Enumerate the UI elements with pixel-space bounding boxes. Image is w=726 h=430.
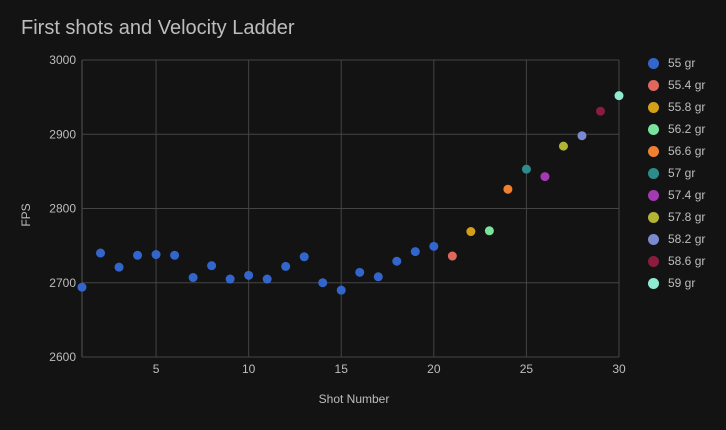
grid [81,59,620,358]
data-point [299,252,309,262]
legend: 55 gr 55.4 gr 55.8 gr 56.2 gr 56.6 gr 57 gr 57… [648,52,705,294]
y-tick-label: 2800 [49,202,76,216]
legend-item[interactable]: 57.8 gr [648,206,705,228]
legend-swatch [648,145,659,157]
legend-label: 57.8 gr [668,210,706,224]
x-tick-label: 30 [612,362,626,376]
legend-swatch [648,167,659,179]
data-point [336,285,346,295]
legend-item[interactable]: 57 gr [648,162,705,184]
legend-swatch [648,189,659,201]
data-point [595,106,605,116]
chart-title: First shots and Velocity Ladder [21,17,295,39]
legend-item[interactable]: 56.2 gr [648,118,705,140]
legend-swatch [648,233,659,245]
data-point [614,91,624,101]
x-axis-label: Shot Number [319,392,390,406]
legend-label: 58.2 gr [668,232,706,246]
tick-labels: 2600 2700 2800 2900 3000 5 10 15 20 25 30 [49,53,626,376]
data-point [410,247,420,257]
data-point [114,262,124,272]
x-tick-label: 10 [242,362,256,376]
data-points [77,91,624,295]
legend-swatch [648,101,659,113]
data-point [429,241,439,251]
x-tick-label: 15 [335,362,349,376]
legend-label: 57 gr [668,166,696,180]
data-point [281,261,291,271]
x-tick-label: 25 [520,362,534,376]
data-point [373,272,383,282]
data-point [207,261,217,271]
data-point [318,278,328,288]
data-point [77,282,87,292]
legend-item[interactable]: 58.6 gr [648,250,705,272]
legend-label: 57.4 gr [668,188,706,202]
legend-item[interactable]: 55.4 gr [648,74,705,96]
legend-label: 55.8 gr [668,100,706,114]
legend-swatch [648,123,659,135]
legend-swatch [648,57,659,69]
y-tick-label: 2900 [49,127,76,141]
legend-item[interactable]: 56.6 gr [648,140,705,162]
data-point [133,250,143,260]
data-point [503,184,513,194]
data-point [484,226,494,236]
x-tick-label: 5 [153,362,160,376]
legend-label: 56.2 gr [668,122,706,136]
x-tick-label: 20 [427,362,441,376]
data-point [355,267,365,277]
legend-item[interactable]: 59 gr [648,272,705,294]
legend-label: 55.4 gr [668,78,706,92]
legend-item[interactable]: 55 gr [648,52,705,74]
y-tick-label: 3000 [49,53,76,67]
data-point [244,270,254,280]
legend-item[interactable]: 55.8 gr [648,96,705,118]
data-point [262,274,272,284]
legend-swatch [648,255,659,267]
legend-label: 58.6 gr [668,254,706,268]
legend-item[interactable]: 57.4 gr [648,184,705,206]
legend-swatch [648,211,659,223]
data-point [577,131,587,141]
legend-item[interactable]: 58.2 gr [648,228,705,250]
data-point [96,248,106,258]
y-tick-label: 2700 [49,276,76,290]
legend-swatch [648,277,659,289]
data-point [540,172,550,182]
data-point [466,227,476,237]
y-tick-label: 2600 [49,350,76,364]
data-point [225,274,235,284]
y-axis-label: FPS [19,203,33,226]
data-point [188,273,198,283]
data-point [447,251,457,261]
legend-label: 56.6 gr [668,144,706,158]
legend-label: 55 gr [668,56,696,70]
data-point [170,250,180,260]
data-point [521,164,531,174]
data-point [392,256,402,266]
data-point [151,250,161,260]
legend-swatch [648,79,659,91]
data-point [558,141,568,151]
legend-label: 59 gr [668,276,696,290]
